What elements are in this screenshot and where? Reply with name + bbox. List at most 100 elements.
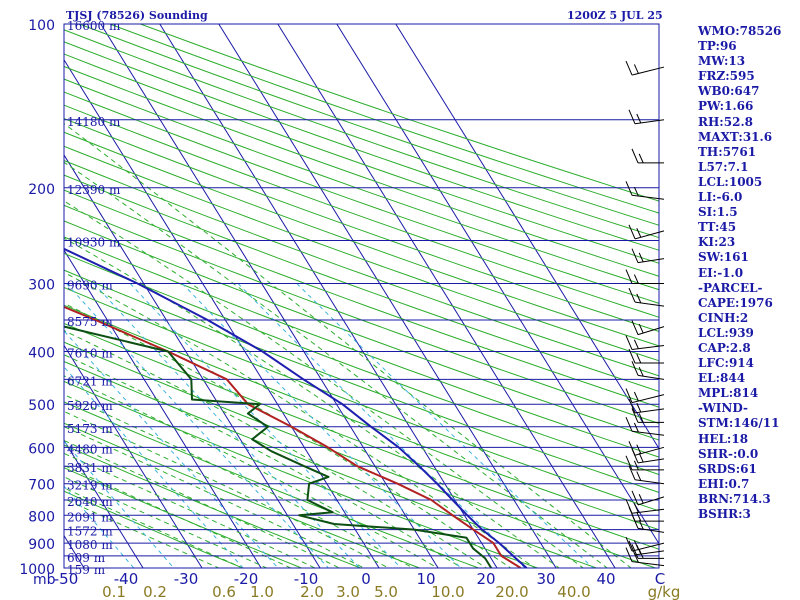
height-label: 4480 m (67, 442, 113, 456)
moist-adiabat-line (64, 426, 365, 568)
dry-adiabat-line (64, 341, 658, 568)
temperature-tick-label: 30 (536, 570, 555, 588)
stat-item: BSHR:3 (698, 507, 751, 521)
mixing-ratio-line (129, 283, 402, 568)
moist-adiabat-line (64, 464, 292, 568)
height-label: 5920 m (67, 399, 113, 413)
isotherm-line (218, 24, 557, 568)
wind-barb (631, 320, 665, 336)
station-title: TJSJ (78526) Sounding (66, 9, 208, 22)
stat-item: TT:45 (698, 220, 737, 235)
mixing-ratio-label: 0.1 (102, 583, 126, 600)
dry-adiabat-line (64, 286, 659, 512)
moist-adiabat-line (64, 354, 463, 568)
stat-item: STM:146/11 (698, 416, 780, 431)
dry-adiabat-line (64, 204, 659, 424)
pressure-tick-label: 200 (28, 182, 55, 198)
mixing-ratio-label: 5.0 (374, 583, 398, 600)
moist-adiabat-line (64, 476, 268, 568)
stat-item: LI:-6.0 (698, 190, 743, 205)
sounding-time: 1200Z 5 JUL 25 (567, 9, 663, 22)
dry-adiabat-line (64, 104, 659, 318)
pressure-tick-label: 1000 (19, 562, 55, 578)
temperature-tick-label: -20 (234, 570, 259, 588)
height-label: 2640 m (67, 495, 113, 509)
stat-item: -WIND- (698, 401, 748, 416)
height-label: 5173 m (67, 422, 113, 436)
mixing-ratio-line (93, 283, 361, 568)
temperature-tick-label: -10 (294, 570, 319, 588)
mixing-ratio-line (296, 283, 594, 568)
wind-barb (631, 514, 665, 533)
temperature-tick-label: C (655, 570, 665, 588)
mixing-ratio-label: 0.6 (212, 583, 236, 600)
dry-adiabat-line (64, 174, 659, 392)
temperature-tick-label: 20 (476, 570, 495, 588)
mixing-ratio-label: 1.0 (250, 583, 274, 600)
pressure-tick-label: 500 (28, 398, 55, 414)
dry-adiabat-line (64, 252, 659, 476)
height-label: 609 m (67, 551, 106, 565)
temperature-profile-line (64, 305, 522, 568)
wind-barb (631, 490, 665, 506)
stat-item: PW:1.66 (698, 99, 754, 114)
height-label: 8575 m (67, 315, 113, 329)
moist-adiabat-line (64, 452, 317, 568)
height-label: 7610 m (67, 347, 113, 361)
wind-barb (631, 361, 665, 380)
moist-adiabat-line (64, 487, 244, 568)
isotherm-line (64, 58, 380, 568)
height-label: 1080 m (67, 538, 113, 552)
plot-frame (63, 23, 660, 569)
moist-adiabat-line (64, 302, 512, 568)
isotherm-line (64, 154, 321, 568)
mixing-ratio-line (64, 485, 135, 568)
wind-barb (631, 148, 664, 164)
wind-barb (625, 269, 664, 285)
stat-item: WB0:647 (698, 84, 760, 99)
wind-barb (625, 388, 665, 404)
pressure-tick-label: 700 (28, 478, 55, 494)
isotherm-line (64, 249, 262, 568)
dry-adiabat-line (64, 380, 539, 568)
stat-item: EL:844 (698, 371, 746, 386)
height-label: 6721 m (67, 374, 113, 388)
dry-adiabat-line (64, 53, 659, 264)
mixing-ratio-label: g/kg (648, 583, 681, 600)
height-label: 2091 m (67, 510, 113, 524)
parcel-path-line (64, 247, 528, 568)
dry-adiabat-line (64, 401, 480, 568)
wind-barb (631, 248, 665, 264)
stat-item: MW:13 (698, 54, 746, 69)
stat-item: RH:52.8 (698, 114, 753, 129)
stat-item: LFC:914 (698, 356, 754, 371)
dry-adiabat-line (64, 467, 303, 568)
height-label: 10930 m (67, 235, 121, 249)
dry-adiabat-line (64, 118, 659, 332)
temperature-tick-label: -30 (174, 570, 199, 588)
dry-adiabat-line (64, 65, 659, 277)
stat-item: TP:96 (698, 39, 737, 54)
pressure-unit-label: mb (33, 572, 56, 588)
pressure-tick-label: 100 (28, 18, 55, 34)
stat-item: WMO:78526 (698, 24, 782, 38)
isotherm-line (277, 24, 616, 568)
moist-adiabat-line (64, 122, 632, 568)
moist-adiabat-line (64, 498, 220, 568)
dry-adiabat-line (64, 360, 598, 568)
dry-adiabat-line (64, 41, 659, 251)
stat-item: KI:23 (698, 235, 736, 250)
moist-adiabat-line (64, 375, 439, 568)
dry-adiabat-line (64, 444, 362, 568)
dry-adiabat-line (64, 269, 659, 493)
mixing-ratio-line (64, 366, 244, 568)
height-label: 1572 m (67, 525, 113, 539)
dry-adiabat-line (64, 145, 659, 362)
stat-item: TH:5761 (698, 144, 757, 159)
isotherm-line (64, 439, 144, 568)
dry-adiabat-line (64, 78, 659, 291)
height-label: 3831 m (67, 461, 113, 475)
stat-item: CAP:2.8 (698, 340, 751, 355)
moist-adiabat-line (64, 410, 390, 568)
moist-adiabat-line (64, 161, 608, 568)
